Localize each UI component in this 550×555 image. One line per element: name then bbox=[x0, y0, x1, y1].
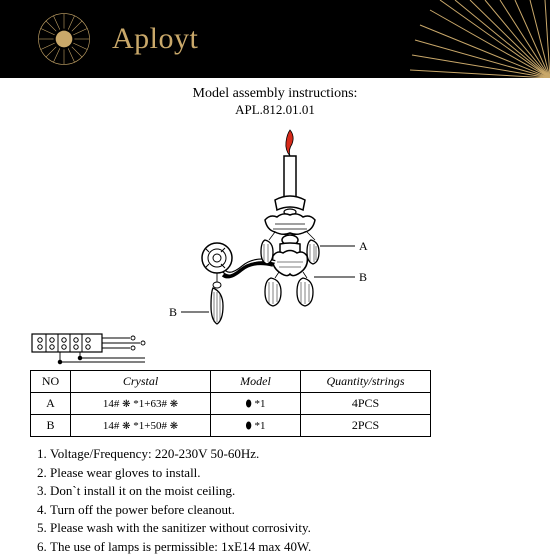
table-row: A 14# ❋ *1+63# ❋ ⬮ *1 4PCS bbox=[31, 393, 431, 415]
cell-qty: 2PCS bbox=[301, 415, 431, 437]
crystal-b2-group: B bbox=[169, 273, 223, 324]
spec-table: NO Crystal Model Quantity/strings A 14# … bbox=[30, 370, 431, 437]
brand-banner: Aployt bbox=[0, 0, 550, 78]
ray-decoration-icon bbox=[370, 0, 550, 78]
cell-crystal: 14# ❋ *1+63# ❋ bbox=[71, 393, 211, 415]
cell-qty: 4PCS bbox=[301, 393, 431, 415]
crystal-b1-group: B bbox=[297, 270, 367, 306]
header-line-1: Model assembly instructions: bbox=[0, 86, 550, 102]
cell-model: ⬮ *1 bbox=[211, 415, 301, 437]
th-model: Model bbox=[211, 371, 301, 393]
th-qty: Quantity/strings bbox=[301, 371, 431, 393]
table-row: B 14# ❋ *1+50# ❋ ⬮ *1 2PCS bbox=[31, 415, 431, 437]
brand-name: Aployt bbox=[112, 22, 198, 56]
model-number: APL.812.01.01 bbox=[0, 102, 550, 118]
th-crystal: Crystal bbox=[71, 371, 211, 393]
bead-icon: ❋ bbox=[122, 398, 130, 409]
note-item: Please wear gloves to install. bbox=[50, 464, 550, 482]
product-diagram: A B bbox=[0, 122, 550, 332]
drop-icon: ⬮ bbox=[245, 398, 251, 409]
bead-icon: ❋ bbox=[170, 398, 178, 409]
crystal-a-group: A bbox=[307, 232, 368, 264]
instruction-notes: Voltage/Frequency: 220-230V 50-60Hz. Ple… bbox=[28, 445, 550, 555]
bead-icon: ❋ bbox=[122, 420, 130, 431]
note-item: Turn off the power before cleanout. bbox=[50, 501, 550, 519]
note-item: Voltage/Frequency: 220-230V 50-60Hz. bbox=[50, 445, 550, 463]
diagram-label-b1: B bbox=[359, 270, 367, 284]
instructions-header: Model assembly instructions: APL.812.01.… bbox=[0, 86, 550, 118]
drop-icon: ⬮ bbox=[245, 420, 251, 431]
th-no: NO bbox=[31, 371, 71, 393]
diagram-label-b2: B bbox=[169, 305, 177, 319]
wiring-diagram bbox=[0, 330, 550, 368]
cell-crystal: 14# ❋ *1+50# ❋ bbox=[71, 415, 211, 437]
note-item: Please wash with the sanitizer without c… bbox=[50, 519, 550, 537]
cell-model: ⬮ *1 bbox=[211, 393, 301, 415]
bead-icon: ❋ bbox=[170, 420, 178, 431]
sun-logo-icon bbox=[38, 13, 90, 65]
note-item: The use of lamps is permissible: 1xE14 m… bbox=[50, 538, 550, 555]
note-item: Don`t install it on the moist ceiling. bbox=[50, 482, 550, 500]
diagram-label-a: A bbox=[359, 239, 368, 253]
cell-no: A bbox=[31, 393, 71, 415]
cell-no: B bbox=[31, 415, 71, 437]
